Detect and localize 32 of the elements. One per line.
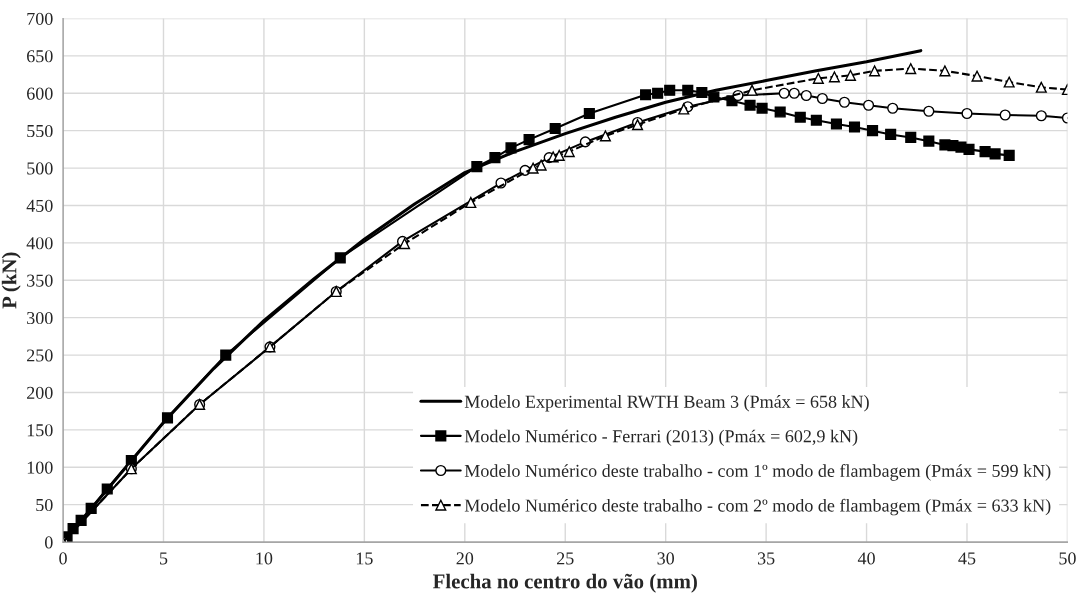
y-tick-label: 350: [27, 274, 53, 287]
legend-label: Modelo Numérico deste trabalho - com 2º modo de flambagem (Pmáx = 633 kN): [464, 498, 1051, 516]
x-tick-label: 15: [356, 552, 373, 565]
y-tick-label: 150: [27, 424, 53, 437]
x-tick-label: 50: [1059, 552, 1076, 565]
y-tick-label: 200: [27, 386, 53, 399]
y-tick-label: 400: [26, 237, 53, 250]
x-axis-title: Flecha no centro do vão (mm): [432, 573, 697, 593]
x-tick-label: 5: [160, 552, 168, 565]
x-tick-label: 45: [958, 552, 976, 565]
y-axis-title: P (kN): [1, 252, 21, 309]
y-tick-label: 50: [36, 498, 53, 512]
x-tick-label: 35: [757, 552, 775, 565]
y-tick-label: 650: [27, 50, 53, 63]
legend-label: Modelo Numérico - Ferrari (2013) (Pmáx = 602,9 kN): [464, 429, 858, 447]
x-tick-label: 25: [557, 552, 574, 565]
y-tick-label: 500: [27, 162, 53, 175]
x-tick-label: 0: [59, 552, 67, 565]
y-tick-label: 700: [27, 12, 53, 25]
y-tick-label: 0: [44, 536, 53, 549]
legend-label: Modelo Numérico deste trabalho - com 1º modo de flambagem (Pmáx = 599 kN): [464, 464, 1051, 481]
x-tick-label: 40: [857, 552, 875, 565]
y-tick-label: 250: [27, 349, 53, 362]
x-tick-label: 20: [456, 552, 474, 565]
x-tick-label: 10: [256, 552, 273, 565]
y-tick-label: 600: [27, 87, 53, 100]
y-tick-label: 550: [27, 124, 53, 138]
y-tick-label: 300: [27, 311, 53, 325]
legend-label: Modelo Experimental RWTH Beam 3 (Pmáx = 658 kN): [464, 395, 869, 412]
x-tick-label: 30: [657, 552, 675, 565]
y-tick-label: 100: [27, 461, 53, 474]
y-tick-label: 450: [26, 199, 53, 212]
